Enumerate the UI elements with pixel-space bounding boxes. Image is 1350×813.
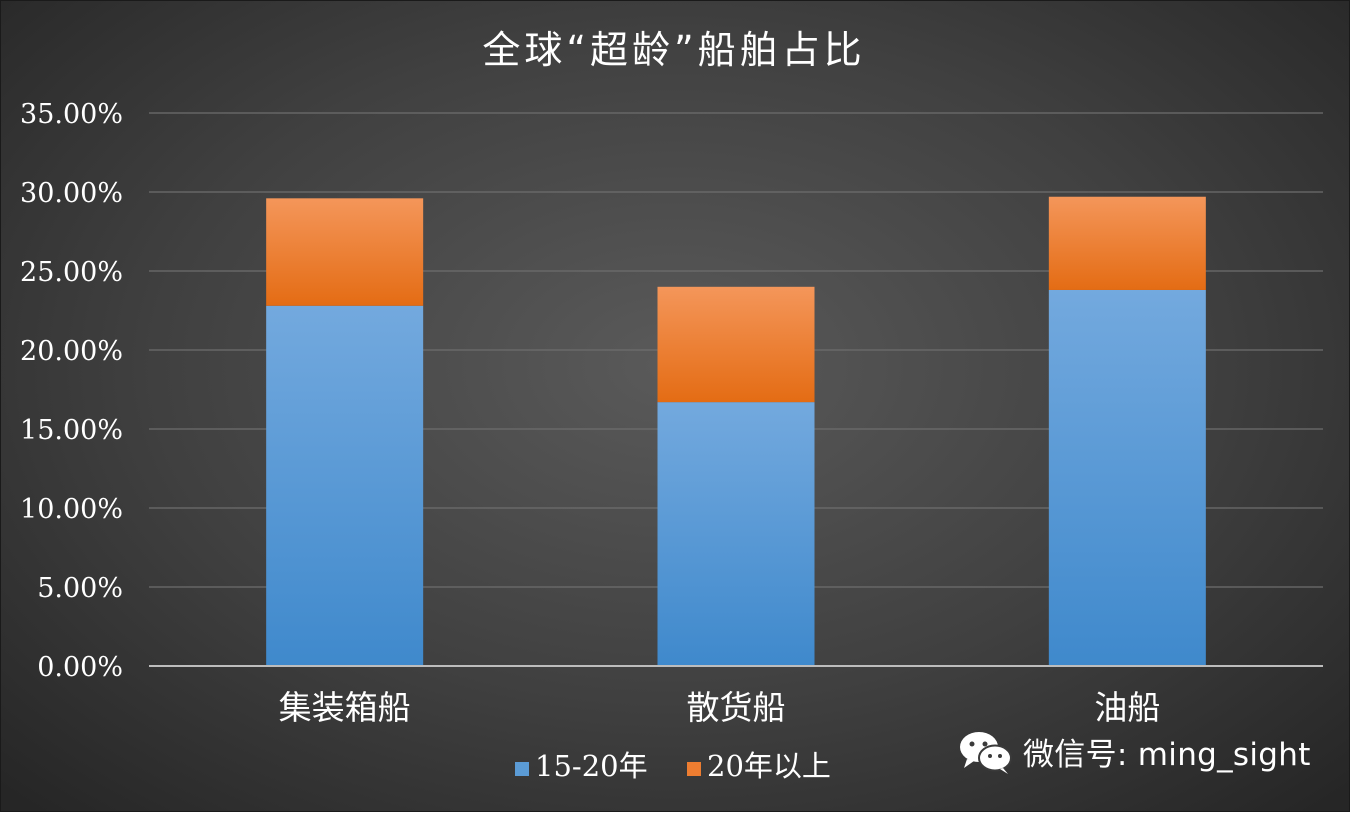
- y-tick-label: 0.00%: [37, 652, 123, 683]
- y-tick-label: 20.00%: [20, 336, 123, 367]
- bar-series-2: [266, 198, 424, 306]
- chart-title: 全球“超龄”船舶占比: [482, 28, 865, 72]
- legend-swatch: [515, 762, 529, 776]
- watermark: 微信号: ming_sight: [959, 729, 1311, 774]
- bar-series-2: [657, 286, 815, 403]
- y-tick-label: 30.00%: [20, 178, 123, 209]
- bar-series-2: [1048, 196, 1206, 290]
- wechat-icon: [960, 731, 1012, 774]
- legend: 15-20年 20年以上: [515, 749, 831, 783]
- bars: [266, 196, 1206, 666]
- legend-label: 15-20年: [535, 749, 648, 783]
- bar-series-1: [1048, 289, 1206, 666]
- y-tick-label: 10.00%: [20, 494, 123, 525]
- y-tick-label: 5.00%: [37, 573, 123, 604]
- legend-label: 20年以上: [707, 749, 831, 783]
- bar-series-1: [657, 402, 815, 666]
- x-tick-label: 集装箱船: [279, 688, 411, 727]
- x-tick-label: 油船: [1094, 688, 1160, 727]
- y-tick-label: 15.00%: [20, 415, 123, 446]
- y-tick-label: 35.00%: [20, 99, 123, 130]
- axes: 0.00% 5.00% 10.00% 15.00% 20.00% 25.00% 30.00%…: [20, 99, 1323, 727]
- y-tick-label: 25.00%: [20, 257, 123, 288]
- watermark-text: 微信号: ming_sight: [1023, 737, 1311, 773]
- legend-swatch: [687, 762, 701, 776]
- bar-series-1: [266, 305, 424, 666]
- x-tick-label: 散货船: [687, 688, 786, 727]
